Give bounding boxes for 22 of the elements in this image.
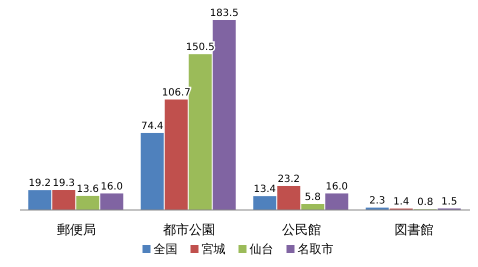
x-tick-label: 公民館 (282, 223, 321, 238)
data-label: 0.8 (417, 197, 434, 208)
data-label: 1.4 (393, 196, 410, 208)
data-label: 19.2 (28, 178, 51, 190)
data-label: 16.0 (326, 181, 348, 192)
legend-label: 宮城 (202, 242, 226, 256)
data-label: 5.8 (304, 192, 321, 203)
data-label: 1.5 (441, 196, 458, 208)
data-label: 183.5 (210, 8, 239, 19)
x-tick-label: 郵便局 (56, 223, 96, 238)
data-label: 23.2 (278, 174, 300, 185)
legend-label: 仙台 (250, 242, 274, 256)
legend-label: 名取市 (298, 242, 334, 256)
data-label: 2.3 (369, 196, 386, 207)
data-label: 16.0 (100, 181, 123, 192)
data-label: 13.6 (76, 184, 99, 195)
data-label: 74.4 (141, 120, 164, 132)
data-label: 19.3 (52, 178, 75, 190)
data-label: 13.4 (254, 184, 276, 196)
legend-label: 全国 (154, 242, 178, 256)
x-tick-label: 図書館 (394, 223, 434, 238)
x-tick-label: 都市公園 (162, 223, 215, 238)
